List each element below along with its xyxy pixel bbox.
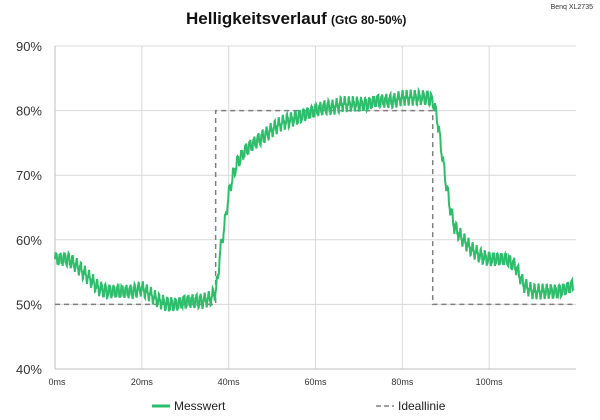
y-tick-label: 90%	[16, 39, 42, 54]
x-tick-label: 20ms	[131, 377, 154, 387]
y-tick-label: 40%	[16, 362, 42, 377]
y-tick-label: 50%	[16, 297, 42, 312]
x-tick-label: 0ms	[48, 377, 66, 387]
x-tick-label: 100ms	[476, 377, 504, 387]
legend-label-messwert: Messwert	[174, 399, 226, 413]
x-tick-label: 40ms	[218, 377, 241, 387]
y-tick-label: 70%	[16, 168, 42, 183]
x-tick-label: 80ms	[391, 377, 414, 387]
y-tick-label: 80%	[16, 104, 42, 119]
chart-title: Helligkeitsverlauf	[186, 9, 327, 28]
x-tick-label: 60ms	[304, 377, 327, 387]
series-line-ideallinie	[55, 109, 576, 306]
legend: Messwert Ideallinie	[152, 399, 446, 413]
corner-label: Benq XL2735	[551, 4, 594, 11]
y-tick-label: 60%	[16, 233, 42, 248]
chart-subtitle: (GtG 80-50%)	[331, 13, 406, 27]
legend-label-ideallinie: Ideallinie	[398, 399, 446, 413]
series-line-messwert	[54, 86, 575, 312]
axes: 40% 50% 60% 70% 80% 90% 0ms 20ms 40ms 60ms 80ms 100…	[16, 39, 576, 387]
plot-area	[54, 86, 576, 312]
